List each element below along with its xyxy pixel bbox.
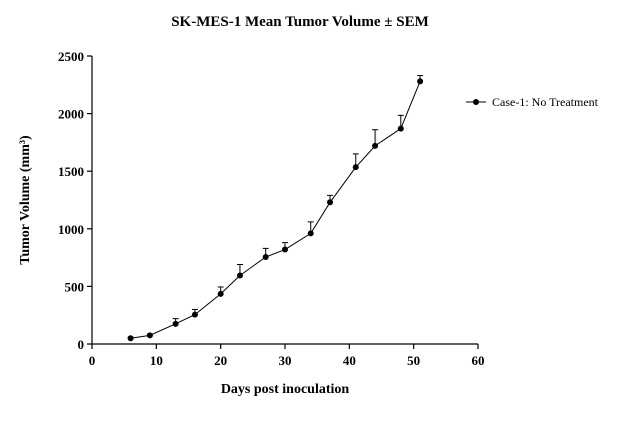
data-point — [372, 142, 379, 149]
data-point — [262, 254, 269, 261]
legend-label: Case-1: No Treatment — [492, 95, 599, 109]
y-tick-label: 2500 — [58, 49, 84, 64]
data-point — [352, 164, 359, 171]
x-tick-label: 30 — [279, 353, 292, 368]
data-point — [282, 246, 288, 253]
y-tick-label: 1000 — [58, 222, 84, 237]
x-tick-label: 0 — [89, 353, 96, 368]
plot-area — [127, 75, 424, 342]
y-tick-label: 500 — [65, 279, 85, 294]
y-axis-label: Tumor Volume (mm³) — [18, 135, 33, 265]
data-point — [397, 125, 404, 132]
data-point — [417, 78, 424, 85]
ticks: 0 10 20 30 40 50 60 0 500 1000 1500 2000 2500 — [58, 49, 485, 368]
x-tick-label: 10 — [150, 353, 163, 368]
data-point — [236, 272, 243, 279]
data-point — [146, 332, 153, 339]
data-point — [127, 335, 134, 342]
legend-marker — [473, 99, 479, 105]
y-tick-label: 0 — [78, 337, 85, 352]
data-point — [172, 320, 179, 327]
data-point — [217, 290, 224, 297]
x-tick-label: 60 — [472, 353, 485, 368]
x-tick-label: 50 — [407, 353, 420, 368]
axes — [91, 56, 478, 345]
series-line — [130, 81, 421, 339]
x-tick-label: 40 — [343, 353, 356, 368]
x-tick-label: 20 — [214, 353, 227, 368]
y-tick-label: 1500 — [58, 164, 84, 179]
data-point — [191, 311, 198, 318]
data-point — [307, 230, 314, 237]
chart-title: SK-MES-1 Mean Tumor Volume ± SEM — [171, 14, 429, 30]
legend: Case-1: No Treatment — [466, 95, 599, 109]
data-point — [327, 199, 334, 206]
y-tick-label: 2000 — [58, 107, 84, 122]
x-axis-label: Days post inoculation — [221, 382, 350, 397]
